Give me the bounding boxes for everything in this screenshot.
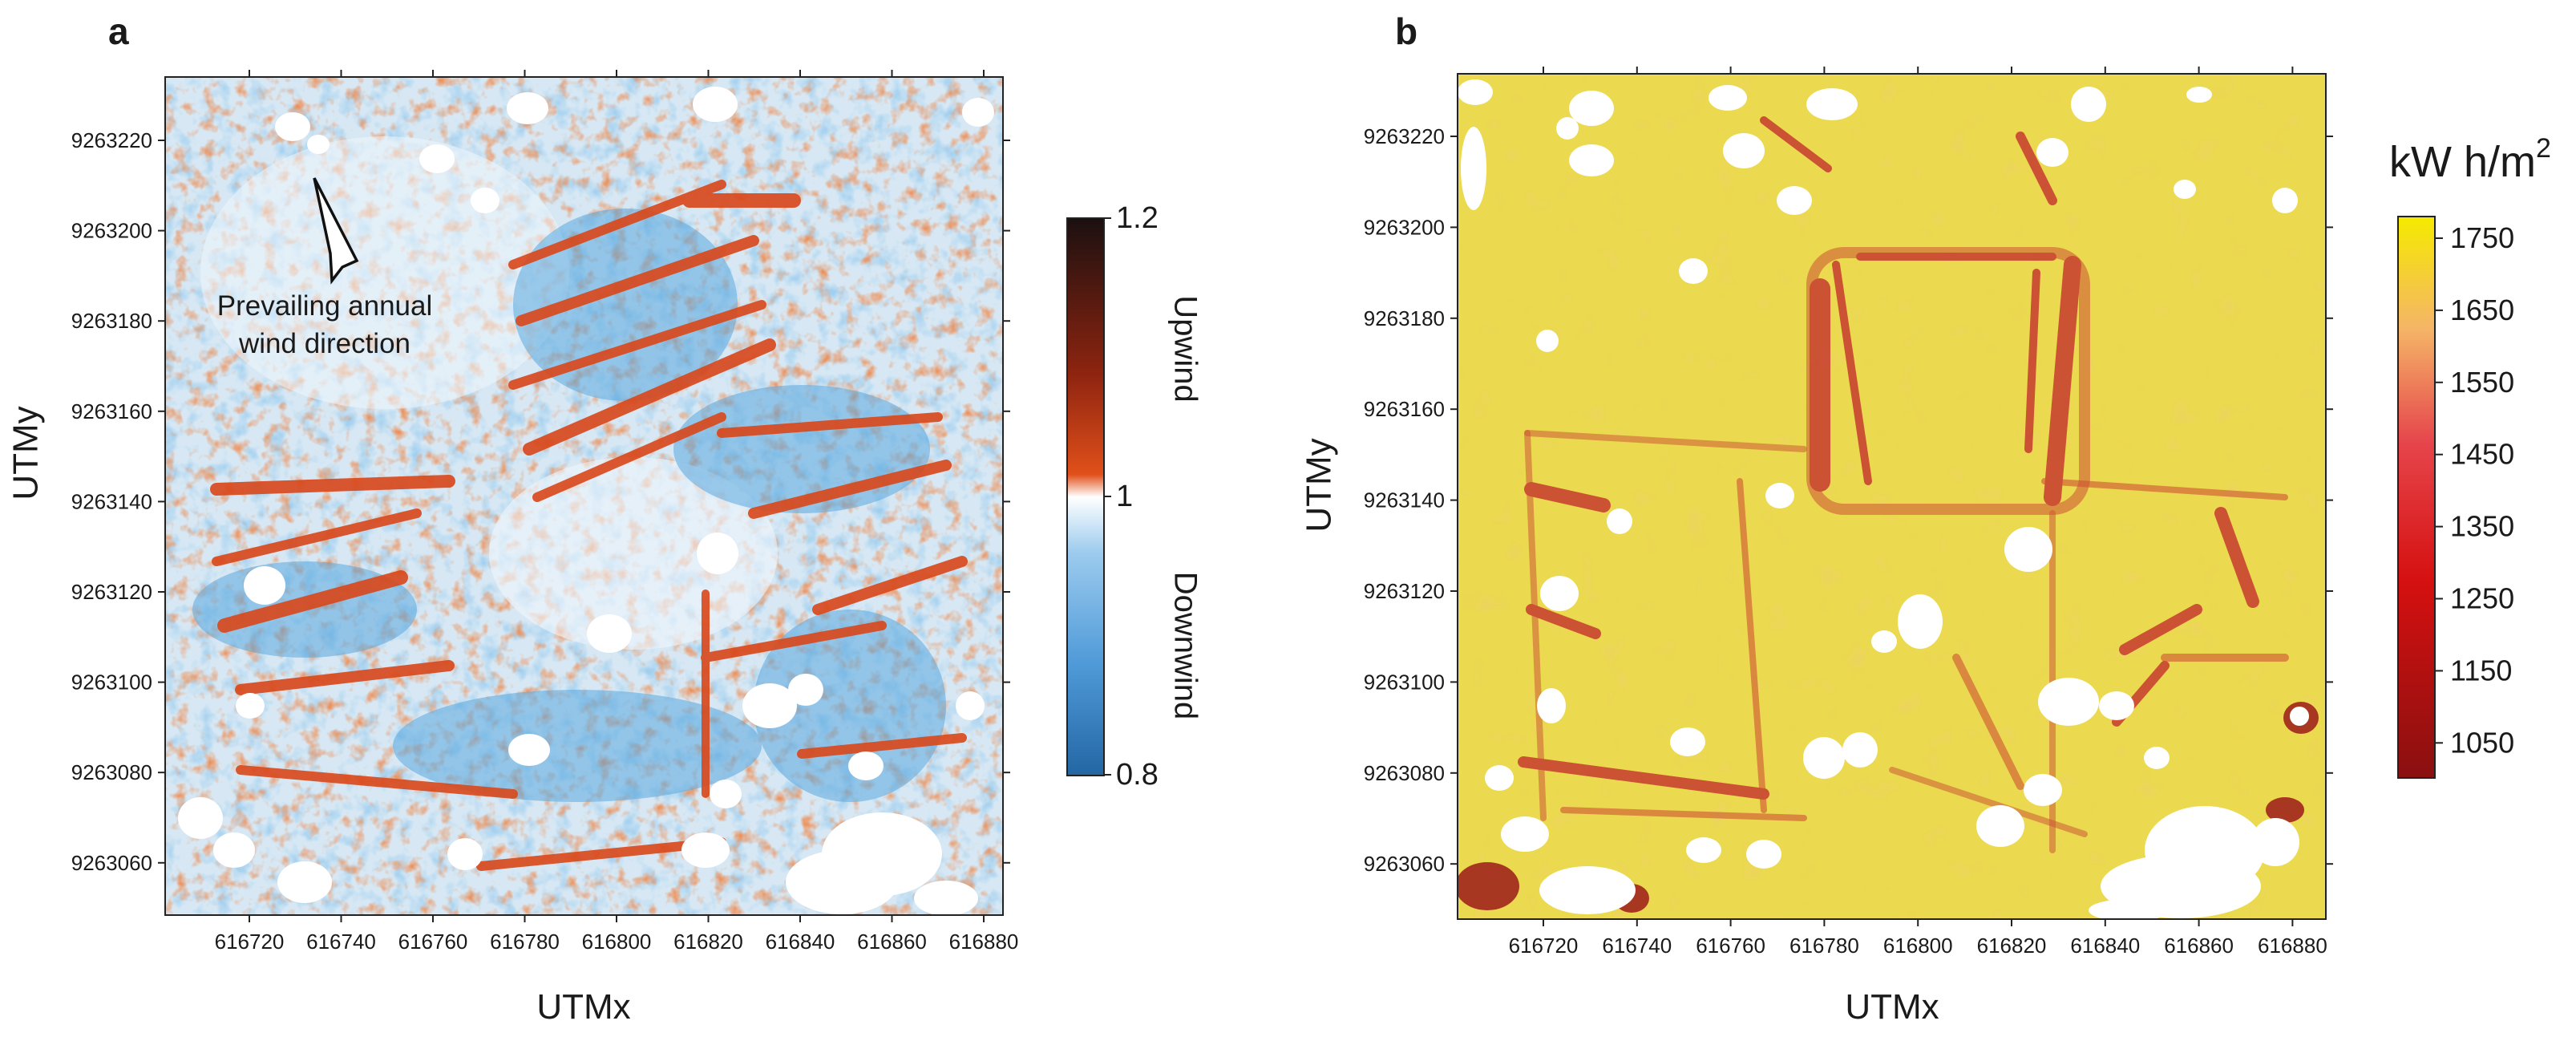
map-b-gaps (1458, 79, 2309, 919)
y-tick-label: 9263180 (1364, 306, 1445, 330)
colorbar-b-tick-label: 1650 (2450, 294, 2514, 326)
y-tick-label: 9263100 (71, 670, 152, 695)
x-tick-label: 616860 (857, 930, 927, 954)
wind-direction-arrow (313, 177, 359, 285)
colorbar-b-tick-label: 1450 (2450, 438, 2514, 471)
map-b-x-axis-label: UTMx (1845, 987, 1939, 1027)
panel-b: b (1300, 10, 2551, 1027)
x-tick-label: 616720 (1509, 934, 1579, 958)
colorbar-a-upwind-label: Upwind (1167, 295, 1203, 402)
map-a-y-axis-label: UTMy (6, 406, 46, 500)
y-tick-label: 9263080 (1364, 761, 1445, 785)
colorbar-b-tick-label: 1550 (2450, 366, 2514, 399)
map-b-frame (1457, 73, 2327, 920)
colorbar-b-tick-label: 1250 (2450, 582, 2514, 615)
colorbar-a-min: 0.8 (1116, 758, 1159, 792)
colorbar-b-unit-base: kW h/m (2389, 138, 2536, 186)
map-a-gaps (178, 87, 994, 915)
panel-b-label: b (1395, 10, 1417, 52)
colorbar-b-tick-label: 1050 (2450, 726, 2514, 759)
y-tick-label: 9263200 (71, 219, 152, 243)
map-b-texture (1458, 74, 2326, 919)
y-tick-label: 9263060 (71, 851, 152, 875)
y-tick-label: 9263220 (1364, 124, 1445, 148)
y-tick-label: 9263080 (71, 760, 152, 784)
colorbar-b-tick-label: 1150 (2450, 654, 2512, 687)
y-tick-label: 9263120 (1364, 579, 1445, 603)
map-b-y-axis-label: UTMy (1300, 438, 1339, 532)
colorbar-a-gradient (1067, 218, 1104, 776)
y-tick-label: 9263180 (71, 309, 152, 333)
wind-annotation-line1: Prevailing annual (217, 290, 433, 322)
x-tick-label: 616820 (673, 930, 743, 954)
wind-annotation-line2: wind direction (238, 328, 410, 359)
map-b-axes: 616720 616740 616760 616780 616800 616820 6168… (1364, 67, 2333, 958)
colorbar-a-max: 1.2 (1116, 201, 1159, 235)
map-a: Prevailing annual wind direction (165, 77, 1003, 915)
panel-a: a (6, 10, 1203, 1027)
y-tick-label: 9263120 (71, 580, 152, 604)
y-tick-label: 9263160 (71, 399, 152, 423)
x-tick-label: 616880 (2258, 934, 2327, 958)
colorbar-b-frame (2397, 216, 2436, 779)
x-tick-label: 616840 (766, 930, 835, 954)
colorbar-b-ticks: 1750 1650 1550 1450 1350 1250 1150 1050 (2435, 221, 2514, 759)
map-a-frame (164, 76, 1004, 916)
colorbar-b-tick-label: 1750 (2450, 221, 2514, 254)
x-tick-label: 616780 (1789, 934, 1859, 958)
map-a-upwind-streaks (210, 180, 968, 871)
x-tick-label: 616780 (490, 930, 560, 954)
x-tick-label: 616760 (1696, 934, 1765, 958)
y-tick-label: 9263160 (1364, 397, 1445, 421)
x-tick-label: 616800 (582, 930, 652, 954)
x-tick-label: 616740 (1602, 934, 1672, 958)
x-tick-label: 616880 (949, 930, 1019, 954)
y-tick-label: 9263140 (1364, 488, 1445, 512)
y-tick-label: 9263140 (71, 489, 152, 513)
x-tick-label: 616760 (398, 930, 468, 954)
y-tick-label: 9263220 (71, 128, 152, 152)
colorbar-b-tick-label: 1350 (2450, 510, 2514, 543)
map-a-axes: 616720 616740 616760 616780 616800 616820 6168… (71, 70, 1019, 954)
colorbar-a-mid: 1 (1116, 480, 1133, 513)
map-b (1458, 74, 2326, 919)
y-tick-label: 9263200 (1364, 215, 1445, 239)
x-tick-label: 616720 (215, 930, 285, 954)
y-tick-label: 9263060 (1364, 852, 1445, 876)
x-tick-label: 616740 (306, 930, 376, 954)
y-tick-label: 9263100 (1364, 670, 1445, 694)
map-a-x-axis-label: UTMx (536, 987, 630, 1027)
colorbar-b-unit: kW h/m2 (2389, 133, 2551, 186)
panel-a-label: a (108, 10, 129, 52)
colorbar-b-unit-sup: 2 (2536, 133, 2551, 164)
x-tick-label: 616860 (2164, 934, 2234, 958)
colorbar-b-gradient (2398, 217, 2435, 778)
colorbar-a: 1.2 1 0.8 Upwind Downwind (1066, 201, 1203, 792)
x-tick-label: 616840 (2070, 934, 2140, 958)
x-tick-label: 616820 (1977, 934, 2047, 958)
colorbar-b: kW h/m2 1750 1650 1550 1450 1350 1250 1150 1050 (2389, 133, 2551, 779)
x-tick-label: 616800 (1883, 934, 1953, 958)
colorbar-a-downwind-label: Downwind (1167, 572, 1203, 720)
map-b-low-irradiance (1518, 116, 2289, 853)
